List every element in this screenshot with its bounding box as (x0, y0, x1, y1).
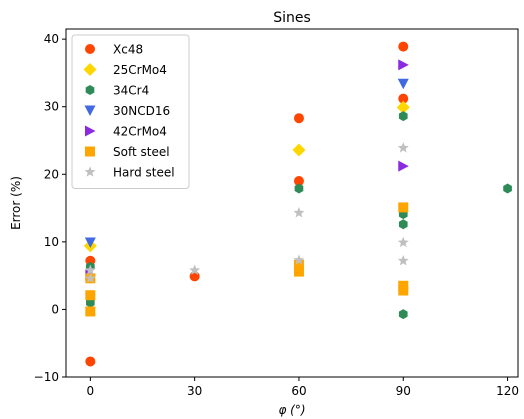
data-point-hard-steel (84, 264, 96, 275)
data-point-hard-steel (397, 255, 409, 266)
data-point-30ncd16 (84, 237, 96, 249)
data-point-42crmo4 (398, 160, 409, 172)
data-point-soft-steel (398, 285, 409, 296)
legend-marker (85, 44, 95, 54)
data-point-hard-steel (189, 264, 201, 275)
data-point-hard-steel (293, 254, 305, 265)
data-point-xc48 (293, 176, 304, 187)
legend: Xc48 25CrMo4 34Cr4 30NCD16 42CrMo4 Soft steel… (71, 34, 190, 189)
plot-area-frame (65, 28, 519, 378)
y-tick-label: 10 (44, 235, 59, 249)
data-point-soft-steel (398, 202, 409, 213)
y-tick-label: 20 (44, 167, 59, 181)
legend-box (71, 34, 190, 189)
legend-entry-label: 34Cr4 (113, 84, 149, 98)
data-point-42crmo4 (398, 59, 409, 71)
data-point-xc48 (398, 41, 409, 52)
data-point-25crmo4 (292, 143, 306, 157)
y-tick-label: 0 (51, 302, 59, 316)
x-tick-label: 120 (496, 384, 519, 398)
legend-marker (85, 125, 96, 137)
data-point-soft-steel (293, 259, 304, 270)
y-tick-label: 30 (44, 100, 59, 114)
data-point-soft-steel (85, 290, 96, 301)
data-point-xc48 (85, 356, 96, 367)
x-tick-label: 30 (187, 384, 202, 398)
legend-entry-label: 42CrMo4 (113, 125, 167, 139)
data-point-34cr4 (398, 111, 408, 122)
data-point-34cr4 (398, 219, 408, 230)
legend-marker (84, 166, 96, 177)
legend-entry-label: Xc48 (113, 43, 143, 57)
data-point-hard-steel (84, 272, 96, 283)
x-tick-label: 0 (87, 384, 95, 398)
data-point-hard-steel (397, 236, 409, 248)
y-axis-label: Error (%) (9, 176, 23, 230)
y-tick-label: −10 (34, 370, 59, 384)
x-axis-label: φ (°) (278, 403, 305, 417)
data-point-25crmo4 (396, 100, 410, 114)
data-point-hard-steel (397, 142, 409, 153)
legend-marker (85, 146, 95, 157)
legend-marker (84, 105, 96, 116)
legend-entry-label: 30NCD16 (113, 104, 170, 118)
data-point-30ncd16 (397, 78, 409, 90)
data-point-soft-steel (293, 266, 304, 277)
data-point-34cr4 (503, 183, 512, 194)
legend-entry-label: 25CrMo4 (113, 63, 167, 77)
data-point-xc48 (293, 113, 304, 124)
data-point-hard-steel (293, 207, 305, 218)
chart-title: Sines (273, 10, 311, 26)
legend-marker (83, 63, 97, 76)
data-point-xc48 (85, 255, 96, 266)
legend-entry-label: Hard steel (113, 166, 175, 180)
data-point-xc48 (398, 93, 409, 104)
x-tick-label: 60 (291, 384, 306, 398)
data-point-xc48 (189, 271, 200, 282)
legend-marker (85, 85, 95, 95)
legend-entry-label: Soft steel (113, 145, 170, 159)
data-point-34cr4 (294, 183, 304, 194)
y-tick-label: 40 (44, 32, 59, 46)
data-point-34cr4 (398, 309, 408, 320)
data-point-soft-steel (85, 306, 96, 317)
x-tick-label: 90 (396, 384, 411, 398)
